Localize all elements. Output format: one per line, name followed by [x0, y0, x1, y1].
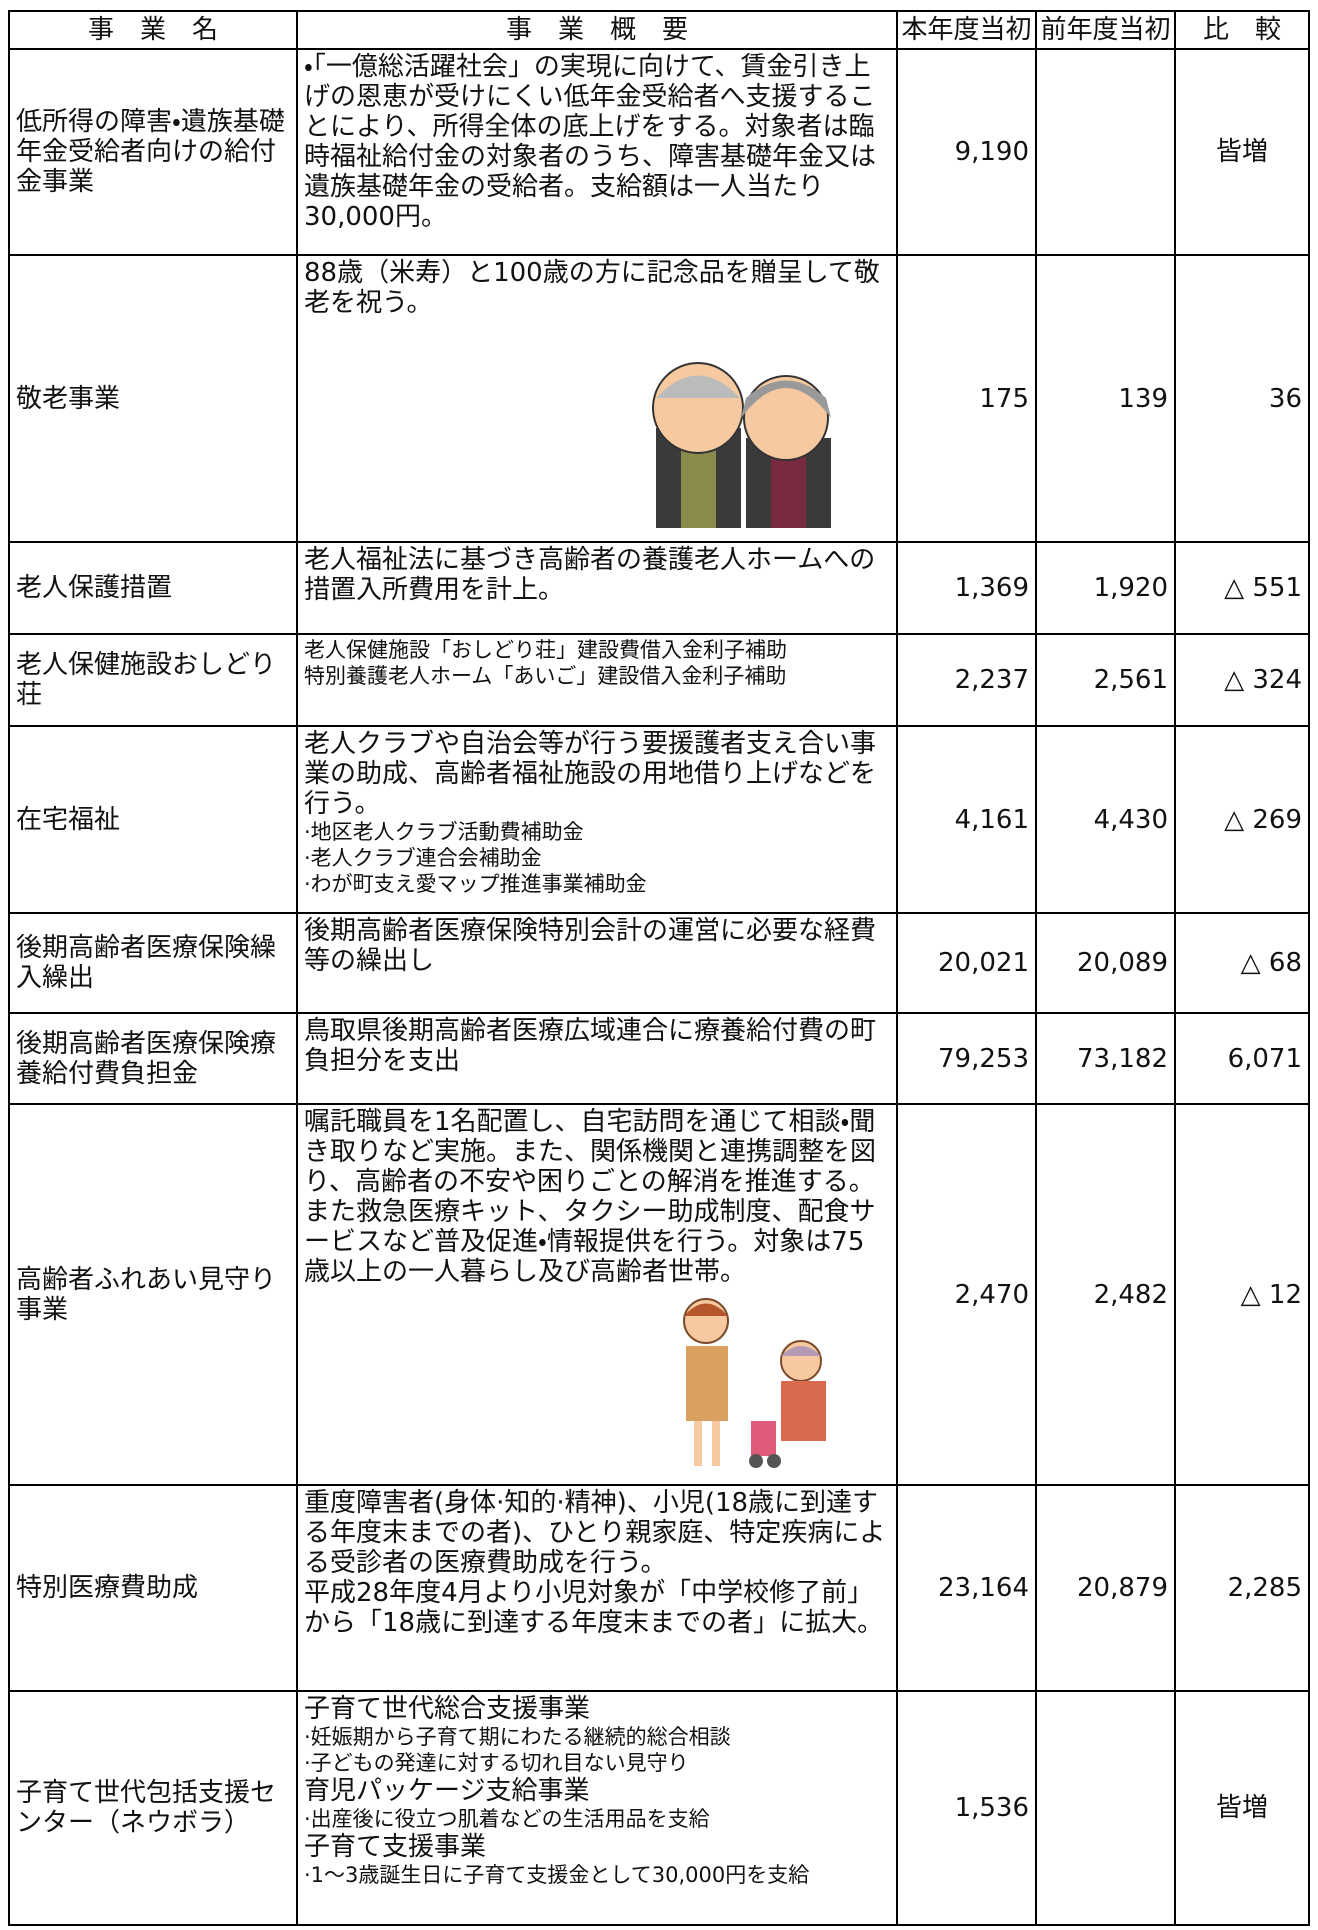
table-row: 在宅福祉 老人クラブや自治会等が行う要援護者支え合い事業の助成、高齢者福祉施設の用… [8, 725, 1310, 914]
project-description: 子育て世代総合支援事業 ·妊娠期から子育て期にわたる継続的総合相談 ·子どもの発達に… [296, 1690, 898, 1926]
previous-amount: 1,920 [1035, 541, 1176, 635]
header-row: 事 業 名 事 業 概 要 本年度当初 前年度当初 比 較 [8, 10, 1310, 50]
comparison-amount: 皆増 [1174, 48, 1310, 256]
project-description: 後期高齢者医療保険特別会計の運営に必要な経費等の繰出し [296, 912, 898, 1014]
header-cell: 前年度当初 [1035, 10, 1176, 50]
previous-amount [1035, 1690, 1176, 1926]
header-cell: 事 業 名 [8, 10, 298, 50]
comparison-amount: 36 [1174, 254, 1310, 543]
previous-amount: 20,879 [1035, 1484, 1176, 1692]
table-row: 後期高齢者医療保険療養給付費負担金 鳥取県後期高齢者医療広域連合に療養給付費の町負… [8, 1012, 1310, 1105]
project-name: 後期高齢者医療保険繰入繰出 [8, 912, 298, 1014]
table-row: 高齢者ふれあい見守り事業 嘱託職員を1名配置し、自宅訪問を通じて相談・聞き取りなど… [8, 1103, 1310, 1486]
description-line: 老人クラブや自治会等が行う要援護者支え合い事業の助成、高齢者福祉施設の用地借り上… [304, 729, 877, 819]
current-amount: 4,161 [896, 725, 1037, 914]
header-cell: 本年度当初 [896, 10, 1037, 50]
comparison-amount: 6,071 [1174, 1012, 1310, 1105]
previous-amount: 4,430 [1035, 725, 1176, 914]
table-row: 敬老事業 88歳（米寿）と100歳の方に記念品を贈呈して敬老を祝う。 175 139 3… [8, 254, 1310, 543]
project-description: 嘱託職員を1名配置し、自宅訪問を通じて相談・聞き取りなど実施。また、関係機関と連… [296, 1103, 898, 1486]
header-cell: 事 業 概 要 [296, 10, 898, 50]
description-line: 子育て支援事業 [304, 1832, 487, 1862]
description-line: ·老人クラブ連合会補助金 [304, 846, 542, 870]
previous-amount [1035, 48, 1176, 256]
project-name: 敬老事業 [8, 254, 298, 543]
project-name: 老人保護措置 [8, 541, 298, 635]
current-amount: 1,369 [896, 541, 1037, 635]
current-amount: 23,164 [896, 1484, 1037, 1692]
comparison-amount: △ 269 [1174, 725, 1310, 914]
previous-amount: 20,089 [1035, 912, 1176, 1014]
table-row: 老人保健施設おしどり荘 老人保健施設「おしどり荘」建設費借入金利子補助 特別養護老人… [8, 633, 1310, 727]
current-amount: 2,237 [896, 633, 1037, 727]
table-row: 後期高齢者医療保険繰入繰出 後期高齢者医療保険特別会計の運営に必要な経費等の繰出し… [8, 912, 1310, 1014]
project-name: 老人保健施設おしどり荘 [8, 633, 298, 727]
header-cell: 比 較 [1174, 10, 1310, 50]
project-name: 在宅福祉 [8, 725, 298, 914]
comparison-amount: 皆増 [1174, 1690, 1310, 1926]
previous-amount: 2,482 [1035, 1103, 1176, 1486]
project-description: 老人保健施設「おしどり荘」建設費借入金利子補助 特別養護老人ホーム「あいご」建設借… [296, 633, 898, 727]
description-line: 鳥取県後期高齢者医療広域連合に療養給付費の町負担分を支出 [304, 1016, 877, 1076]
description-line: 特別養護老人ホーム「あいご」建設借入金利子補助 [304, 664, 787, 688]
table-body: 低所得の障害・遺族基礎年金受給者向けの給付金事業 ・「一億総活躍社会」の実現に向け… [8, 48, 1310, 1926]
comparison-amount: △ 324 [1174, 633, 1310, 727]
project-description: 鳥取県後期高齢者医療広域連合に療養給付費の町負担分を支出 [296, 1012, 898, 1105]
description-line: 子育て世代総合支援事業 [304, 1694, 591, 1724]
comparison-amount: △ 68 [1174, 912, 1310, 1014]
description-line: 88歳（米寿）と100歳の方に記念品を贈呈して敬老を祝う。 [304, 258, 880, 318]
description-line: ·わが町支え愛マップ推進事業補助金 [304, 872, 647, 896]
project-name: 特別医療費助成 [8, 1484, 298, 1692]
current-amount: 2,470 [896, 1103, 1037, 1486]
current-amount: 175 [896, 254, 1037, 543]
description-line: 育児パッケージ支給事業 [304, 1776, 590, 1806]
project-description: ・「一億総活躍社会」の実現に向けて、賃金引き上げの恩恵が受けにくい低年金受給者へ… [296, 48, 898, 256]
description-line: ·妊娠期から子育て期にわたる継続的総合相談 [304, 1725, 731, 1749]
current-amount: 20,021 [896, 912, 1037, 1014]
illustration [656, 1291, 856, 1478]
current-amount: 1,536 [896, 1690, 1037, 1926]
project-description: 重度障害者(身体·知的·精神)、小児(18歳に到達する年度末までの者)、ひとり親… [296, 1484, 898, 1692]
description-line: ·1～3歳誕生日に子育て支援金として30,000円を支給 [304, 1863, 810, 1887]
illustration [636, 358, 866, 535]
previous-amount: 73,182 [1035, 1012, 1176, 1105]
table-row: 低所得の障害・遺族基礎年金受給者向けの給付金事業 ・「一億総活躍社会」の実現に向け… [8, 48, 1310, 256]
description-line: ·地区老人クラブ活動費補助金 [304, 820, 584, 844]
project-description: 88歳（米寿）と100歳の方に記念品を贈呈して敬老を祝う。 [296, 254, 898, 543]
description-line: 平成28年度4月より小児対象が「中学校修了前」から「18歳に到達する年度末までの… [304, 1578, 884, 1638]
current-amount: 79,253 [896, 1012, 1037, 1105]
table-row: 老人保護措置 老人福祉法に基づき高齢者の養護老人ホームへの措置入所費用を計上。 1,… [8, 541, 1310, 635]
description-line: 重度障害者(身体·知的·精神)、小児(18歳に到達する年度末までの者)、ひとり親… [304, 1488, 886, 1578]
description-line: 嘱託職員を1名配置し、自宅訪問を通じて相談・聞き取りなど実施。また、関係機関と連… [304, 1107, 877, 1287]
description-line: 後期高齢者医療保険特別会計の運営に必要な経費等の繰出し [304, 916, 877, 976]
description-line: ·子どもの発達に対する切れ目ない見守り [304, 1751, 689, 1775]
project-name: 高齢者ふれあい見守り事業 [8, 1103, 298, 1486]
table-row: 特別医療費助成 重度障害者(身体·知的·精神)、小児(18歳に到達する年度末までの… [8, 1484, 1310, 1692]
previous-amount: 2,561 [1035, 633, 1176, 727]
project-description: 老人クラブや自治会等が行う要援護者支え合い事業の助成、高齢者福祉施設の用地借り上… [296, 725, 898, 914]
table-row: 子育て世代包括支援センター（ネウボラ） 子育て世代総合支援事業 ·妊娠期から子育て期… [8, 1690, 1310, 1926]
description-line: 老人保健施設「おしどり荘」建設費借入金利子補助 [304, 638, 787, 662]
description-line: ・「一億総活躍社会」の実現に向けて、賃金引き上げの恩恵が受けにくい低年金受給者へ… [304, 52, 877, 232]
comparison-amount: △ 551 [1174, 541, 1310, 635]
project-name: 子育て世代包括支援センター（ネウボラ） [8, 1690, 298, 1926]
comparison-amount: △ 12 [1174, 1103, 1310, 1486]
comparison-amount: 2,285 [1174, 1484, 1310, 1692]
description-line: 老人福祉法に基づき高齢者の養護老人ホームへの措置入所費用を計上。 [304, 545, 876, 605]
budget-table: 事 業 名 事 業 概 要 本年度当初 前年度当初 比 較 低所得の障害・遺族基… [8, 10, 1310, 1926]
description-line: ·出産後に役立つ肌着などの生活用品を支給 [304, 1807, 710, 1831]
project-description: 老人福祉法に基づき高齢者の養護老人ホームへの措置入所費用を計上。 [296, 541, 898, 635]
project-name: 後期高齢者医療保険療養給付費負担金 [8, 1012, 298, 1105]
current-amount: 9,190 [896, 48, 1037, 256]
project-name: 低所得の障害・遺族基礎年金受給者向けの給付金事業 [8, 48, 298, 256]
previous-amount: 139 [1035, 254, 1176, 543]
